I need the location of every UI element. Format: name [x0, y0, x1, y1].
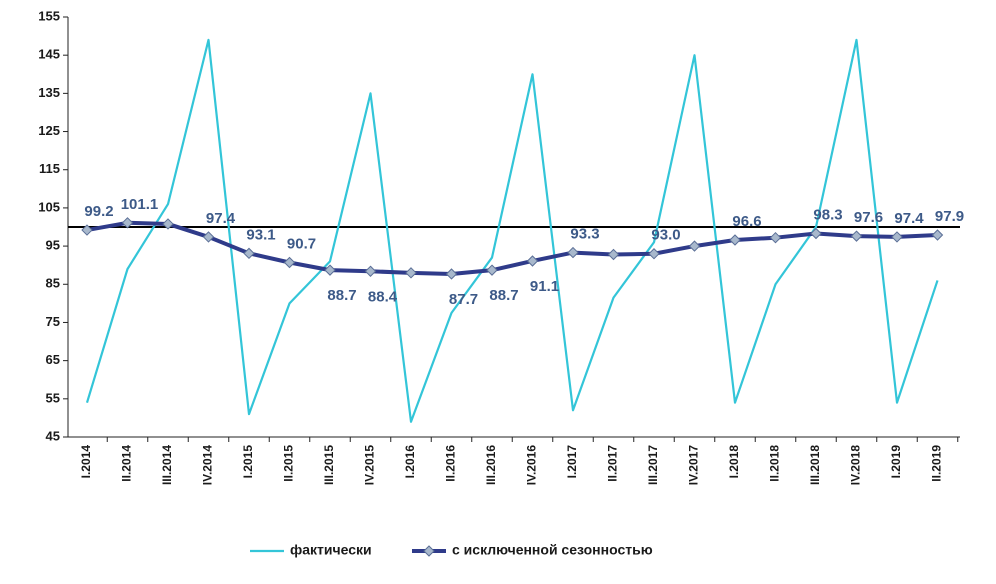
legend-label: фактически	[290, 542, 372, 558]
point-marker	[405, 267, 417, 279]
point-marker	[121, 217, 134, 229]
data-label: 97.6	[854, 209, 883, 226]
y-tick-label: 155	[38, 8, 60, 23]
y-tick-label: 95	[46, 238, 60, 253]
y-tick-label: 105	[38, 199, 60, 214]
point-marker	[931, 229, 944, 241]
data-label: 97.4	[894, 210, 924, 227]
legend-label: с исключенной сезонностью	[452, 542, 653, 558]
y-tick-label: 75	[46, 314, 60, 329]
data-label: 88.4	[368, 288, 398, 305]
y-tick-label: 125	[38, 123, 60, 138]
point-marker	[769, 231, 782, 244]
data-label: 91.1	[530, 278, 559, 295]
point-marker	[688, 240, 701, 252]
x-tick-label: I.2014	[79, 445, 93, 479]
x-tick-label: I.2016	[403, 445, 417, 479]
point-marker	[850, 230, 863, 242]
data-label: 93.3	[570, 226, 599, 243]
point-marker	[162, 218, 174, 230]
data-label: 93.0	[651, 227, 680, 244]
data-label: 96.6	[732, 213, 761, 230]
x-tick-label: I.2017	[565, 445, 579, 479]
point-marker	[891, 231, 903, 243]
point-marker	[81, 224, 93, 236]
series-line	[85, 38, 939, 423]
data-label: 97.9	[935, 208, 964, 225]
x-tick-label: II.2016	[444, 445, 458, 482]
data-label: 87.7	[449, 291, 478, 308]
data-label: 88.7	[327, 287, 356, 304]
x-tick-label: III.2017	[646, 445, 660, 485]
x-tick-label: I.2018	[727, 445, 741, 479]
y-tick-label: 115	[39, 161, 60, 176]
x-tick-label: IV.2018	[849, 445, 863, 486]
point-marker	[324, 264, 336, 276]
point-marker	[648, 248, 660, 260]
point-marker	[607, 248, 620, 261]
y-tick-label: 55	[46, 390, 60, 405]
x-tick-label: II.2015	[282, 445, 296, 482]
point-marker	[283, 256, 296, 269]
legend-marker	[423, 545, 435, 557]
x-tick-label: I.2015	[241, 445, 255, 479]
data-label: 101.1	[121, 196, 159, 213]
point-marker	[526, 255, 539, 267]
point-marker	[202, 231, 215, 243]
y-tick-label: 85	[46, 276, 60, 291]
data-label: 90.7	[287, 235, 316, 252]
x-tick-label: II.2014	[120, 445, 134, 482]
point-marker	[810, 227, 822, 240]
x-tick-label: III.2014	[160, 445, 174, 485]
x-tick-label: IV.2015	[363, 445, 377, 486]
x-tick-label: III.2016	[484, 445, 498, 485]
x-tick-label: III.2015	[322, 445, 336, 485]
y-tick-label: 65	[46, 352, 60, 367]
point-marker	[486, 264, 498, 276]
point-marker	[364, 265, 377, 277]
data-label: 93.1	[246, 226, 275, 243]
point-marker	[445, 268, 458, 280]
y-tick-label: 145	[38, 47, 60, 62]
data-label: 98.3	[813, 206, 842, 223]
data-label: 99.2	[84, 203, 113, 220]
x-tick-label: I.2019	[889, 445, 903, 479]
point-marker	[567, 246, 579, 259]
point-marker	[243, 247, 255, 260]
x-tick-label: II.2018	[768, 445, 782, 482]
y-tick-label: 135	[38, 85, 60, 100]
x-tick-label: III.2018	[808, 445, 822, 485]
x-tick-label: II.2017	[606, 445, 620, 482]
series-line	[86, 220, 938, 276]
y-tick-label: 45	[46, 428, 60, 443]
data-label: 88.7	[489, 287, 518, 304]
x-tick-label: IV.2014	[201, 445, 215, 486]
x-tick-label: II.2019	[930, 445, 944, 482]
x-tick-label: IV.2017	[687, 445, 701, 486]
point-marker	[729, 234, 741, 246]
x-tick-label: IV.2016	[525, 445, 539, 486]
data-label: 97.4	[206, 210, 236, 227]
